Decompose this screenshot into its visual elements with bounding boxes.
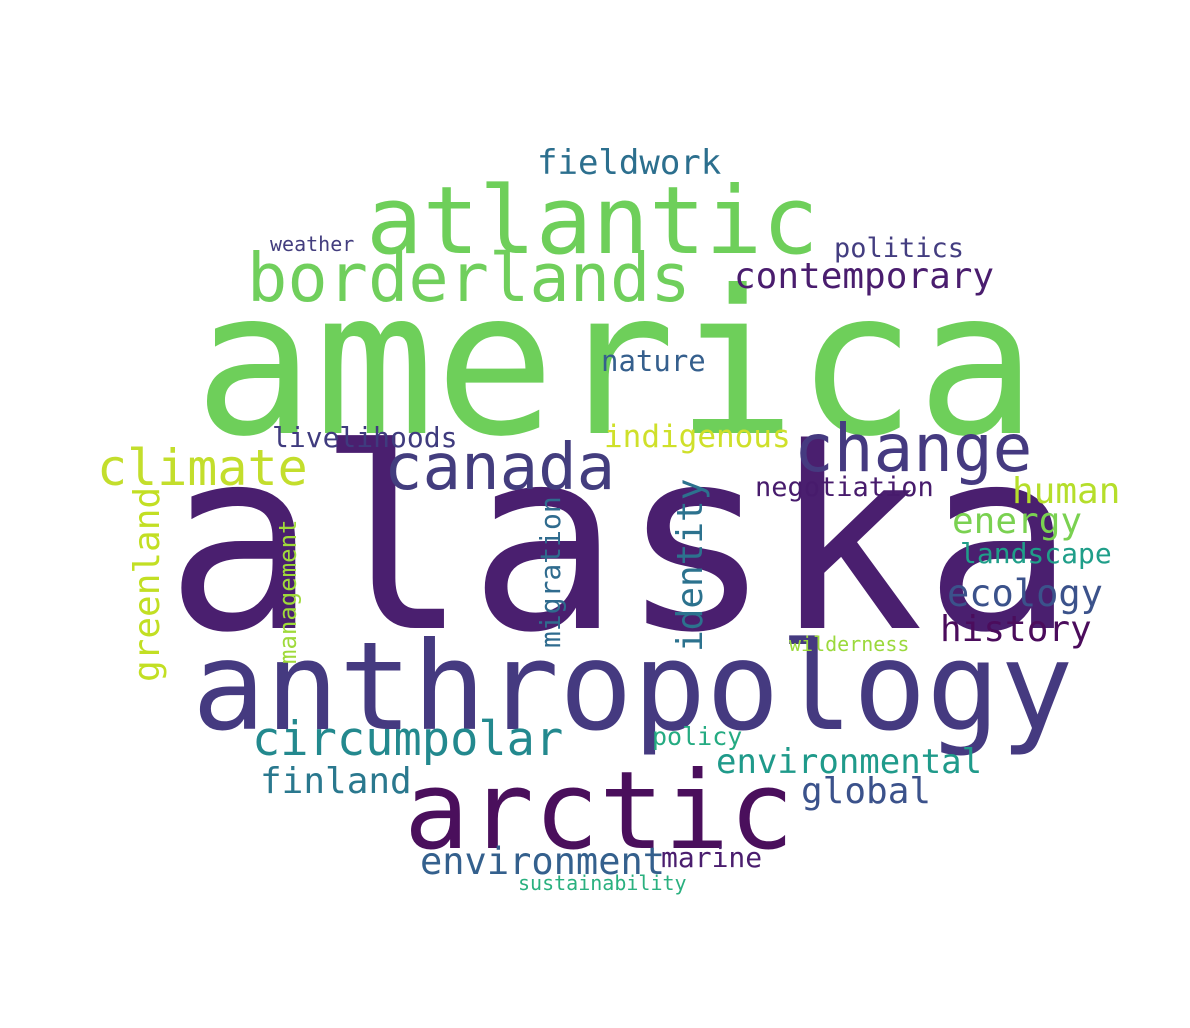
- word-change: change: [794, 410, 1033, 487]
- word-negotiation: negotiation: [755, 472, 934, 503]
- word-identity: identity: [670, 478, 711, 652]
- word-migration: migration: [534, 496, 567, 648]
- word-circumpolar: circumpolar: [252, 712, 564, 767]
- word-weather: weather: [270, 232, 355, 256]
- word-america: america: [194, 248, 1037, 481]
- word-human: human: [1012, 471, 1121, 512]
- word-anthropology: anthropology: [192, 616, 1074, 758]
- word-ecology: ecology: [947, 572, 1103, 615]
- word-finland: finland: [260, 761, 412, 802]
- word-history: history: [940, 609, 1092, 650]
- word-fieldwork: fieldwork: [537, 143, 722, 183]
- word-landscape: landscape: [960, 537, 1112, 570]
- word-indigenous: indigenous: [604, 419, 791, 455]
- word-politics: politics: [834, 233, 965, 264]
- word-canada: canada: [384, 431, 616, 505]
- word-energy: energy: [952, 501, 1083, 542]
- word-arctic: arctic: [404, 749, 795, 874]
- word-policy: policy: [652, 722, 743, 751]
- word-greenland: greenland: [127, 486, 168, 682]
- word-wilderness: wilderness: [789, 632, 910, 656]
- word-environment: environment: [420, 840, 666, 883]
- word-sustainability: sustainability: [518, 871, 687, 895]
- word-atlantic: atlantic: [366, 167, 819, 276]
- word-alaska: alaska: [165, 395, 1076, 688]
- word-environmental: environmental: [716, 742, 983, 782]
- word-nature: nature: [601, 344, 706, 378]
- word-borderlands: borderlands: [247, 239, 691, 317]
- word-contemporary: contemporary: [734, 256, 995, 297]
- word-livelihoods: livelihoods: [272, 421, 458, 454]
- word-climate: climate: [97, 439, 308, 497]
- word-marine: marine: [661, 841, 763, 874]
- word-global: global: [801, 771, 932, 812]
- word-management: management: [274, 519, 302, 665]
